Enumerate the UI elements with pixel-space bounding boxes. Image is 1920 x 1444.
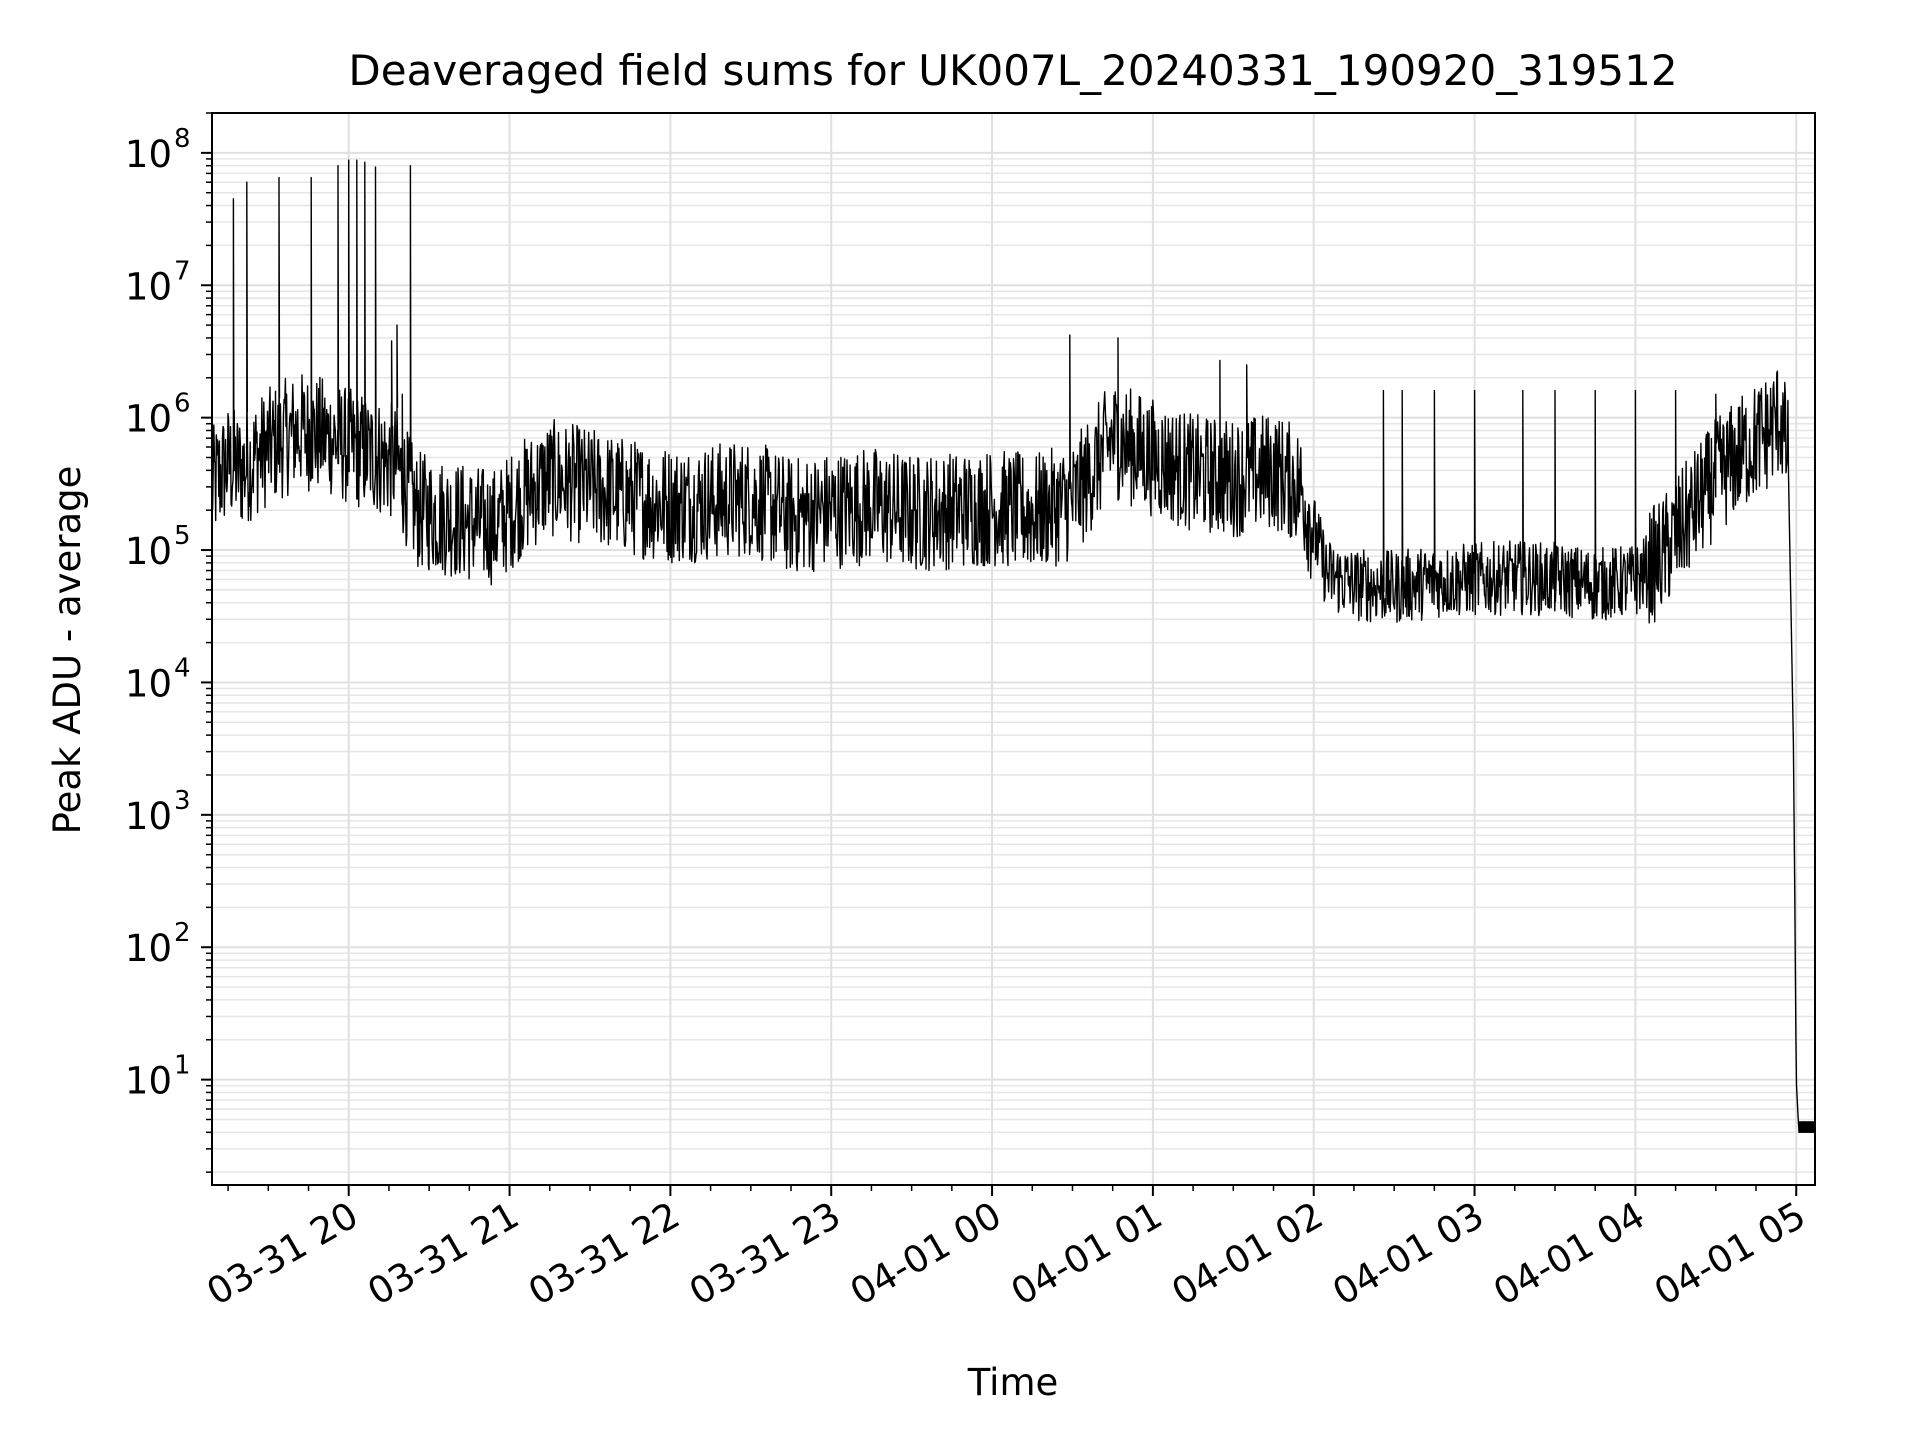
series-layer: [212, 159, 1815, 1133]
y-tick-label-exponent: 2: [174, 918, 191, 948]
y-tick-label: 10: [125, 398, 172, 441]
y-tick-label: 10: [125, 1060, 172, 1103]
y-tick-label: 10: [125, 530, 172, 573]
y-tick-label-exponent: 8: [174, 124, 191, 154]
y-tick-label: 10: [125, 662, 172, 705]
y-tick-label-exponent: 7: [174, 256, 191, 286]
y-tick-label: 10: [125, 133, 172, 176]
y-axis-label: Peak ADU - average: [46, 466, 89, 835]
plot-frame: [211, 112, 1816, 1186]
y-tick-label: 10: [125, 795, 172, 838]
y-tick-label-exponent: 3: [174, 786, 191, 816]
y-tick-label: 10: [125, 927, 172, 970]
y-tick-label-exponent: 1: [174, 1051, 191, 1081]
y-tick-label-exponent: 6: [174, 389, 191, 419]
y-tick-label-exponent: 4: [174, 653, 191, 683]
plot-area: [212, 159, 1815, 1133]
y-tick-label-exponent: 5: [174, 521, 191, 551]
y-tick-label: 10: [125, 265, 172, 308]
chart-title: Deaveraged field sums for UK007L_2024033…: [348, 46, 1677, 95]
x-axis-label: Time: [967, 1361, 1059, 1404]
series-line: [212, 159, 1815, 1133]
